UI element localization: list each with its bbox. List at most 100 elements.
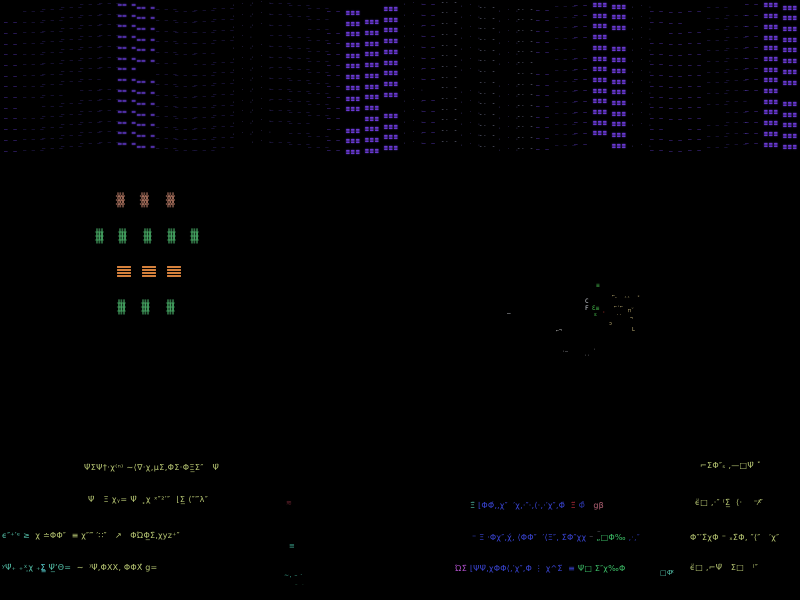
dash-cell: ≡≡≡ — [365, 29, 380, 38]
equation-segment: – · — [295, 582, 305, 588]
dash-cell: · ˙ · — [251, 54, 273, 61]
dash-cell: – – – — [707, 69, 729, 76]
dash-cell: — — — [669, 137, 683, 145]
dash-cell: — — — [422, 43, 436, 51]
dash-cell: · ˙ · — [232, 67, 254, 74]
dash-cell: · ˙ · — [232, 110, 254, 117]
dash-cell: – – – — [270, 108, 292, 115]
dash-cell: ˉ˙ ˉ — [517, 115, 535, 122]
dash-cell: · ˙ · — [631, 37, 653, 44]
dash-cell: · ˙ · — [460, 143, 482, 150]
dash-cell: – – – — [61, 58, 83, 65]
dash-cell: ≡≡≡ — [764, 76, 779, 85]
dash-cell: – – – — [42, 114, 64, 121]
dash-cell: · ˙ · — [403, 87, 425, 94]
dash-cell: – – – — [156, 28, 178, 35]
dash-cell: ≡≡≡ — [384, 79, 399, 88]
dash-cell: – – – — [707, 123, 729, 130]
dash-cell: – – – — [270, 140, 292, 147]
scatter-glyph: ⊓˘ — [628, 308, 635, 314]
dash-cell: — — — [422, 22, 436, 30]
dash-cell: — — — [574, 87, 588, 95]
dash-cell: – – – — [270, 1, 292, 8]
dash-cell: — — — [4, 72, 18, 80]
dash-cell: · ˙ · — [498, 40, 520, 47]
dash-cell: ≡≡≡ — [365, 136, 380, 145]
dash-cell: — — — [536, 81, 550, 89]
dash-cell: ══ ═ — [118, 2, 137, 10]
dash-cell: ≡≡≡ — [384, 112, 399, 121]
hatch-group: ╫╫╫ ╫╫╫ ╫╫╫ — [190, 229, 199, 245]
dash-cell: – – – — [555, 142, 577, 149]
dash-cell: – – – — [213, 134, 235, 141]
scatter-glyph: ¬ — [630, 316, 634, 322]
dash-cell: — — — [4, 19, 18, 27]
dash-cell: – – – — [156, 39, 178, 46]
dash-cell: – – – — [175, 51, 197, 58]
dash-cell: ≡≡≡ — [384, 47, 399, 56]
dash-cell: – – – — [213, 6, 235, 13]
equation-segment: ≋ — [286, 499, 292, 507]
dash-cell: – – – — [289, 77, 311, 84]
dash-cell: ˉ˙ ˉ — [479, 135, 497, 142]
dash-cell: · ˙ · — [631, 69, 653, 76]
dash-cell: – – – — [289, 2, 311, 9]
dash-cell: – – – — [213, 70, 235, 77]
dash-cell: — — — [536, 92, 550, 100]
dash-cell: – – – — [707, 16, 729, 23]
dash-cell: · ˙ · — [498, 126, 520, 133]
dash-cell: — — — [669, 41, 683, 49]
dash-cell: – – – — [80, 12, 102, 19]
dash-cell: · ˙ · — [498, 115, 520, 122]
dash-cell: – – – — [99, 22, 121, 29]
dash-cell: – – – — [555, 25, 577, 32]
equation-segment: ‚·‚″ — [625, 533, 640, 542]
dash-cell: ≡≡≡ — [764, 119, 779, 128]
dash-cell: · ˙ · — [460, 132, 482, 139]
dash-cell: ══ ═ — [137, 15, 156, 23]
dash-cell: – – – — [289, 67, 311, 74]
dash-cell: — — — [4, 104, 18, 112]
scatter-glyph: ⌐¬ — [556, 328, 563, 334]
dash-cell: · ˙ · — [403, 120, 425, 127]
dash-cell: ≡≡≡ — [764, 108, 779, 117]
dash-cell: — — — [669, 73, 683, 81]
dash-cell: — — — [650, 136, 664, 144]
dash-cell: · ˙ · — [498, 19, 520, 26]
dash-cell: ≡≡≡ — [764, 22, 779, 31]
dash-cell: — — — [688, 72, 702, 80]
dash-cell: — — — [650, 104, 664, 112]
dash-cell: · ˙ · — [232, 3, 254, 10]
dash-cell: ˉ˙ ˉ — [517, 147, 535, 154]
dash-cell: — — — [574, 119, 588, 127]
dash-cell: – – – — [61, 100, 83, 107]
dash-cell: · ˙ · — [403, 130, 425, 137]
dash-cell: ≡≡≡ — [593, 43, 608, 52]
equation-segment: Ψ̈ΣΨ†·χ⁽ⁿ⁾ ∼⟨∇·χ‚μΣ‚ΦΣ·ΦΞ̲Σ″ Ψ̈ — [84, 463, 220, 472]
dash-cell: – – – — [308, 37, 330, 44]
dash-cell: ≡≡≡ — [346, 51, 361, 60]
equation-segment: ʸΨ̈₊ ₊ ͯ˰χ ₊ — [2, 563, 41, 572]
dash-cell: – – – — [99, 43, 121, 50]
dash-cell: · ˙ · — [251, 108, 273, 115]
dash-cell: ══ ═ — [137, 58, 156, 66]
dash-cell: – – – — [555, 68, 577, 74]
dash-cell: ≡≡≡ — [593, 1, 608, 10]
scatter-glyph: ˆˆ — [624, 297, 631, 303]
dash-cell: – – – — [726, 45, 748, 52]
dash-cell: — — — [4, 29, 18, 37]
dash-cell: ══ ═ — [118, 119, 137, 127]
dash-cell: — — — [327, 72, 341, 80]
dash-cell: — — — [745, 108, 759, 116]
dash-cell: – – – — [42, 39, 64, 46]
dash-cell: – – – — [80, 119, 102, 126]
dash-cell: – – – — [213, 59, 235, 66]
hatch-group: ╬╬╬ ╬╬╬ ╬╬╬ — [166, 193, 175, 209]
dash-cell: · ˙ · — [460, 46, 482, 53]
dash-cell: ≡≡≡ — [346, 148, 361, 157]
dash-cell: – – – — [156, 146, 178, 153]
dash-cell: — — — [4, 94, 18, 102]
dash-cell: – – – — [194, 51, 216, 58]
dash-cell: – – – — [80, 23, 102, 30]
dash-cell: – – – — [289, 88, 311, 95]
